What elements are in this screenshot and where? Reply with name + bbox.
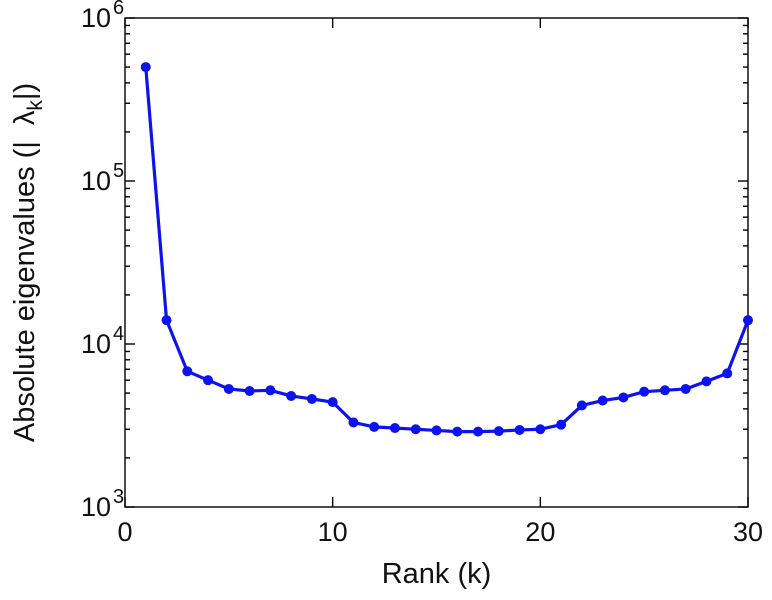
y-tick-label: 10 4 [81, 323, 124, 359]
series-marker [576, 400, 587, 411]
tick-marks [124, 17, 749, 508]
x-tick-label: 10 [318, 517, 348, 547]
series-marker [639, 386, 650, 397]
series-marker [265, 385, 276, 396]
x-tick-label: 0 [117, 517, 132, 547]
axes-box [124, 17, 749, 508]
series-marker [348, 417, 359, 428]
series-marker [701, 376, 712, 387]
series-marker [556, 419, 567, 430]
series-marker [306, 393, 317, 404]
series-marker [223, 383, 234, 394]
series-marker [659, 385, 670, 396]
series-marker [431, 425, 442, 436]
series-marker [680, 383, 691, 394]
series-marker [244, 385, 255, 396]
axes [124, 17, 749, 508]
series-marker [722, 368, 733, 379]
x-tick-label: 20 [525, 517, 555, 547]
x-axis-label: Rank (k) [382, 558, 492, 590]
series-marker [286, 390, 297, 401]
data-series [140, 62, 753, 437]
series-marker [203, 375, 214, 386]
series-marker [618, 392, 629, 403]
series-marker [140, 62, 151, 73]
series-marker [743, 315, 753, 326]
series-marker [369, 421, 380, 432]
series-marker [410, 424, 421, 435]
series-marker [182, 366, 193, 377]
series-marker [327, 397, 338, 408]
y-tick-label: 10 6 [81, 0, 124, 33]
series-marker [452, 426, 463, 437]
series-marker [493, 426, 504, 437]
x-tick-label: 30 [733, 517, 763, 547]
series-marker [514, 424, 525, 435]
y-tick-label: 10 3 [81, 486, 124, 522]
y-axis-label: Absolute eigenvalues (| λk|) [9, 83, 47, 442]
series-marker [473, 426, 484, 437]
series-marker [535, 424, 546, 435]
y-tick-label: 10 5 [81, 160, 124, 196]
series-marker [161, 315, 172, 326]
series-marker [389, 423, 400, 434]
series-marker [597, 395, 608, 406]
